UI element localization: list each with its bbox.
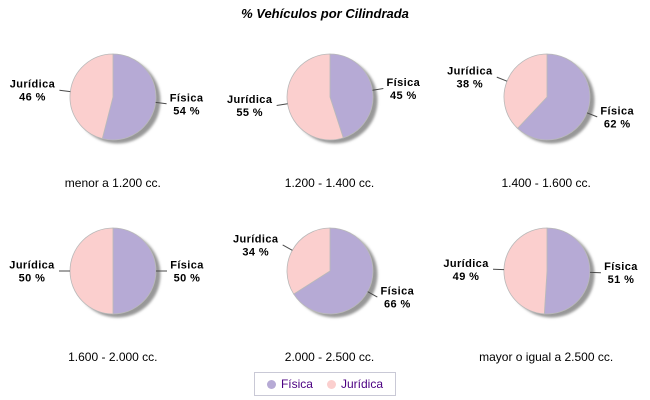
leader-line-1 — [59, 89, 71, 93]
slice-label-name-1: Jurídica — [447, 66, 493, 78]
pie-cell-0: Física 54 % Jurídica 46 % menor a 1.200 cc. — [0, 42, 217, 192]
slice-label-name-1: Jurídica — [443, 258, 489, 270]
legend-box: Física Jurídica — [253, 372, 397, 396]
slice-label-value-0: 51 % — [607, 274, 634, 286]
pie-caption-4: 2.000 - 2.500 cc. — [284, 350, 375, 364]
leader-line-1 — [282, 244, 293, 251]
pie-slice-1 — [70, 53, 114, 140]
slice-label-value-1: 46 % — [19, 92, 46, 104]
fisica-swatch-icon — [266, 379, 276, 389]
pie-cell-2: Física 62 % Jurídica 38 % 1.400 - 1.600 cc. — [433, 42, 650, 192]
slice-label-value-1: 49 % — [452, 271, 479, 283]
pie-cell-3: Física 50 % Jurídica 50 % 1.600 - 2.000 cc. — [0, 216, 217, 366]
slice-label-value-1: 34 % — [242, 246, 269, 258]
pie-cell-5: Física 51 % Jurídica 49 % mayor o igual a 2… — [433, 216, 650, 366]
pie-slice-0 — [112, 227, 157, 315]
pie-caption-2: 1.400 - 1.600 cc. — [501, 176, 591, 190]
slice-label-value-0: 45 % — [390, 90, 417, 102]
slice-label-value-1: 50 % — [19, 273, 46, 285]
slice-label-value-0: 50 % — [174, 273, 201, 285]
pie-caption-3: 1.600 - 2.000 cc. — [68, 350, 158, 364]
pie-cell-1: Física 45 % Jurídica 55 % 1.200 - 1.400 cc. — [217, 42, 434, 192]
legend-item-juridica: Jurídica — [326, 377, 384, 391]
leader-line-0 — [372, 88, 384, 91]
slice-label-value-0: 62 % — [604, 118, 631, 130]
leader-line-0 — [367, 291, 378, 298]
legend-label-fisica: Física — [280, 377, 313, 391]
slice-label-value-1: 38 % — [456, 79, 483, 91]
slice-label-name-0: Física — [600, 105, 634, 117]
slice-label-name-0: Física — [604, 261, 638, 273]
slice-label-name-0: Física — [381, 286, 415, 298]
pie-slice-1 — [286, 227, 331, 295]
slice-label-name-0: Física — [387, 77, 421, 89]
legend: Física Jurídica — [0, 372, 650, 396]
pie-slice-0 — [102, 53, 157, 141]
slice-label-name-0: Física — [170, 92, 204, 104]
slice-label-value-0: 66 % — [384, 299, 411, 311]
pie-slice-1 — [286, 53, 344, 141]
pie-slice-0 — [516, 53, 590, 141]
pies-grid: Física 54 % Jurídica 46 % menor a 1.200 cc.… — [0, 42, 650, 366]
slice-label-name-1: Jurídica — [10, 79, 56, 91]
pie-slice-0 — [293, 227, 374, 315]
pie-caption-5: mayor o igual a 2.500 cc. — [479, 350, 614, 364]
slice-label-name-1: Jurídica — [227, 94, 273, 106]
pie-cell-4: Física 66 % Jurídica 34 % 2.000 - 2.500 cc. — [217, 216, 434, 366]
leader-line-0 — [155, 101, 167, 105]
pie-slice-1 — [503, 227, 548, 315]
slice-label-name-1: Jurídica — [10, 260, 56, 272]
pie-slice-0 — [329, 53, 374, 139]
pie-caption-1: 1.200 - 1.400 cc. — [284, 176, 375, 190]
leader-line-1 — [276, 103, 288, 106]
legend-label-juridica: Jurídica — [340, 377, 384, 391]
chart-title: % Vehículos por Cilindrada — [241, 6, 409, 21]
leader-line-1 — [496, 76, 507, 82]
slice-label-name-1: Jurídica — [233, 233, 279, 245]
juridica-swatch-icon — [326, 379, 336, 389]
pie-caption-0: menor a 1.200 cc. — [64, 176, 161, 190]
pie-slice-0 — [543, 227, 590, 315]
slice-label-value-0: 54 % — [174, 105, 201, 117]
slice-label-value-1: 55 % — [236, 107, 263, 119]
pie-slice-1 — [70, 227, 114, 315]
pie-slice-1 — [503, 53, 548, 129]
legend-item-fisica: Física — [266, 377, 313, 391]
slice-label-name-0: Física — [171, 260, 205, 272]
leader-line-0 — [586, 112, 598, 118]
